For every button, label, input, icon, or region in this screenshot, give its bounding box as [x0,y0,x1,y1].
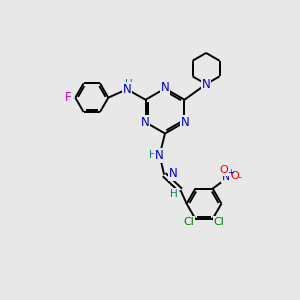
Text: N: N [122,83,131,96]
Text: N: N [169,167,177,180]
Text: Cl: Cl [183,218,194,227]
Text: +: + [228,168,234,177]
Text: N: N [222,172,230,182]
Text: N: N [140,116,149,129]
Text: O: O [230,171,239,181]
Text: H: H [149,149,157,160]
Text: -: - [237,172,241,182]
Text: N: N [155,148,164,162]
Text: H: H [170,189,178,199]
Text: N: N [181,116,190,129]
Text: N: N [160,81,169,94]
Text: Cl: Cl [214,218,225,227]
Text: H: H [125,79,133,89]
Text: F: F [65,91,72,104]
Text: N: N [202,78,211,91]
Text: O: O [220,165,229,175]
